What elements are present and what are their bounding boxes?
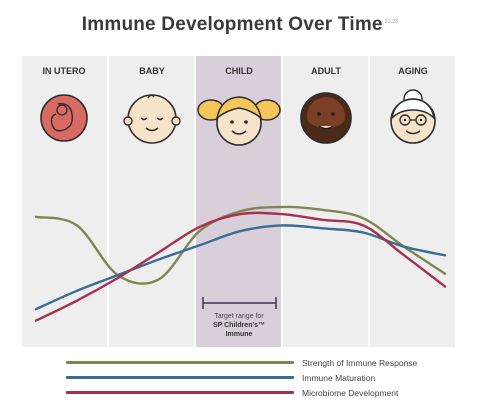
target-range-line2: SP Children's™: [213, 322, 265, 329]
legend-label-immune-maturation: Immune Maturation: [302, 372, 376, 383]
target-range-line3: Immune: [226, 331, 253, 338]
legend-item-immune-response: Strength of Immune Response: [66, 355, 466, 370]
stage-label-in-utero: IN UTERO: [42, 66, 85, 76]
stage-label-aging: AGING: [398, 66, 428, 76]
legend-item-immune-maturation: Immune Maturation: [66, 370, 466, 385]
legend-label-microbiome: Microbiome Development: [302, 387, 399, 398]
chart-legend: Strength of Immune Response Immune Matur…: [66, 355, 466, 400]
stage-labels: IN UTERO BABY CHILD ADULT AGING: [42, 66, 427, 76]
series-lines: [34, 205, 447, 322]
elderly-face-icon: [390, 89, 436, 144]
legend-label-immune-response: Strength of Immune Response: [302, 357, 418, 368]
target-range-marker: Target range for SP Children's™ Immune: [202, 297, 277, 338]
title-reference: 21,28: [384, 18, 399, 25]
series-line-strength-of-immune-response: [34, 205, 447, 285]
adult-face-icon: [300, 92, 352, 144]
target-range-line1: Target range for: [214, 313, 264, 320]
child-face-icon: [197, 96, 281, 146]
title-text: Immune Development Over Time: [81, 14, 383, 35]
series-line-microbiome-development: [34, 211, 447, 322]
legend-swatch-immune-response: [66, 361, 294, 364]
chart-title: Immune Development Over Time 21,28: [0, 14, 480, 36]
legend-item-microbiome: Microbiome Development: [66, 385, 466, 400]
stage-label-baby: BABY: [139, 66, 165, 76]
stage-label-adult: ADULT: [311, 66, 341, 76]
legend-swatch-microbiome: [66, 391, 294, 394]
series-line-immune-maturation: [34, 224, 447, 311]
stage-label-child: CHILD: [225, 66, 253, 76]
baby-face-icon: [123, 94, 181, 144]
legend-swatch-immune-maturation: [66, 376, 294, 379]
fetus-icon: [40, 94, 88, 142]
